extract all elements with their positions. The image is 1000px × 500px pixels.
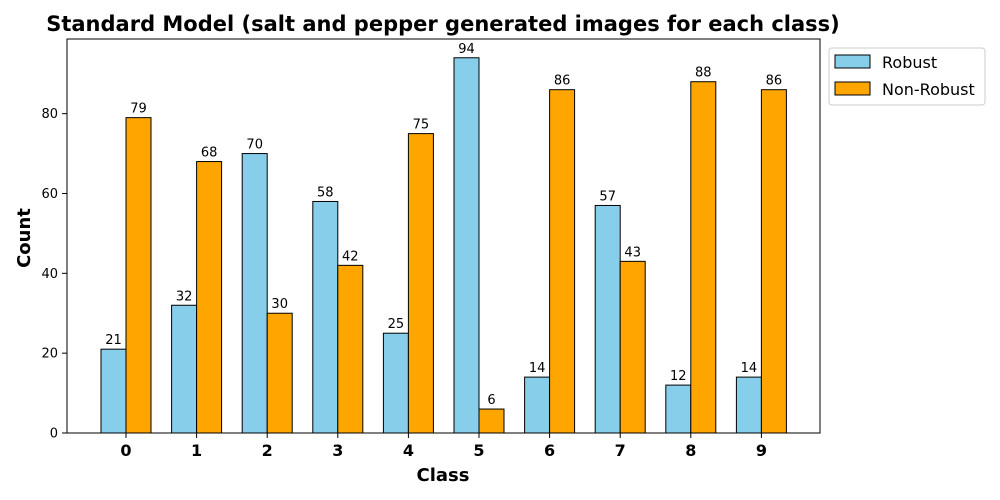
legend-label-non-robust: Non-Robust	[882, 80, 975, 99]
bar-robust-class-9	[735, 376, 762, 434]
x-tick-label-3: 3	[332, 441, 343, 460]
bar-robust-class-1	[171, 304, 198, 434]
bar-non-robust-class-0	[125, 117, 152, 434]
bar-non-robust-class-7	[619, 260, 646, 434]
value-label-non-robust-class-2: 30	[271, 297, 288, 312]
bar-non-robust-class-3	[337, 264, 364, 434]
bar-robust-class-2	[241, 153, 268, 434]
x-tick-label-1: 1	[191, 441, 202, 460]
y-tick-label-20: 20	[41, 347, 58, 362]
value-label-robust-class-8: 12	[670, 369, 687, 384]
bar-robust-class-4	[382, 332, 409, 434]
bar-non-robust-class-5	[478, 408, 505, 434]
value-label-non-robust-class-8: 88	[695, 66, 712, 81]
bar-non-robust-class-1	[196, 161, 223, 434]
value-label-robust-class-4: 25	[388, 317, 405, 332]
value-label-robust-class-9: 14	[741, 361, 758, 376]
x-tick-label-9: 9	[756, 441, 767, 460]
bar-non-robust-class-9	[760, 89, 787, 434]
value-label-robust-class-5: 94	[458, 42, 475, 57]
value-label-non-robust-class-5: 6	[487, 393, 495, 408]
y-tick-label-80: 80	[41, 107, 58, 122]
value-label-robust-class-1: 32	[176, 289, 193, 304]
value-label-non-robust-class-7: 43	[624, 245, 641, 260]
x-tick-label-8: 8	[685, 441, 696, 460]
x-axis-label: Class	[417, 465, 470, 486]
value-label-non-robust-class-1: 68	[201, 146, 218, 161]
x-tick-label-0: 0	[120, 441, 131, 460]
bar-robust-class-3	[312, 200, 339, 434]
bar-non-robust-class-4	[407, 133, 434, 434]
y-tick-label-40: 40	[41, 267, 58, 282]
plot-area-frame	[66, 38, 821, 434]
value-label-robust-class-2: 70	[246, 138, 263, 153]
value-label-robust-class-7: 57	[599, 189, 616, 204]
value-label-non-robust-class-6: 86	[554, 74, 571, 89]
bar-non-robust-class-6	[549, 89, 576, 434]
bar-robust-class-0	[100, 348, 127, 434]
bar-robust-class-7	[594, 204, 621, 434]
legend-swatch-non-robust	[834, 81, 871, 96]
x-tick-label-4: 4	[403, 441, 414, 460]
legend: Robust Non-Robust	[828, 47, 986, 106]
bar-robust-class-6	[524, 376, 551, 434]
bar-robust-class-8	[665, 384, 692, 434]
value-label-robust-class-3: 58	[317, 185, 334, 200]
value-label-non-robust-class-3: 42	[342, 249, 359, 264]
value-label-robust-class-6: 14	[529, 361, 546, 376]
y-tick-label-0: 0	[50, 427, 58, 442]
value-label-robust-class-0: 21	[105, 333, 122, 348]
x-tick-label-6: 6	[544, 441, 555, 460]
y-axis-label: Count	[14, 208, 35, 268]
legend-label-robust: Robust	[882, 53, 937, 72]
x-tick-label-7: 7	[615, 441, 626, 460]
value-label-non-robust-class-0: 79	[130, 102, 147, 117]
value-label-non-robust-class-4: 75	[413, 118, 430, 133]
x-tick-label-5: 5	[473, 441, 484, 460]
value-label-non-robust-class-9: 86	[766, 74, 783, 89]
bar-non-robust-class-8	[690, 81, 717, 434]
x-tick-label-2: 2	[262, 441, 273, 460]
y-tick-label-60: 60	[41, 187, 58, 202]
chart-title: Standard Model (salt and pepper generate…	[46, 12, 840, 36]
bar-non-robust-class-2	[266, 312, 293, 434]
legend-swatch-robust	[834, 54, 871, 69]
bar-robust-class-5	[453, 57, 480, 434]
